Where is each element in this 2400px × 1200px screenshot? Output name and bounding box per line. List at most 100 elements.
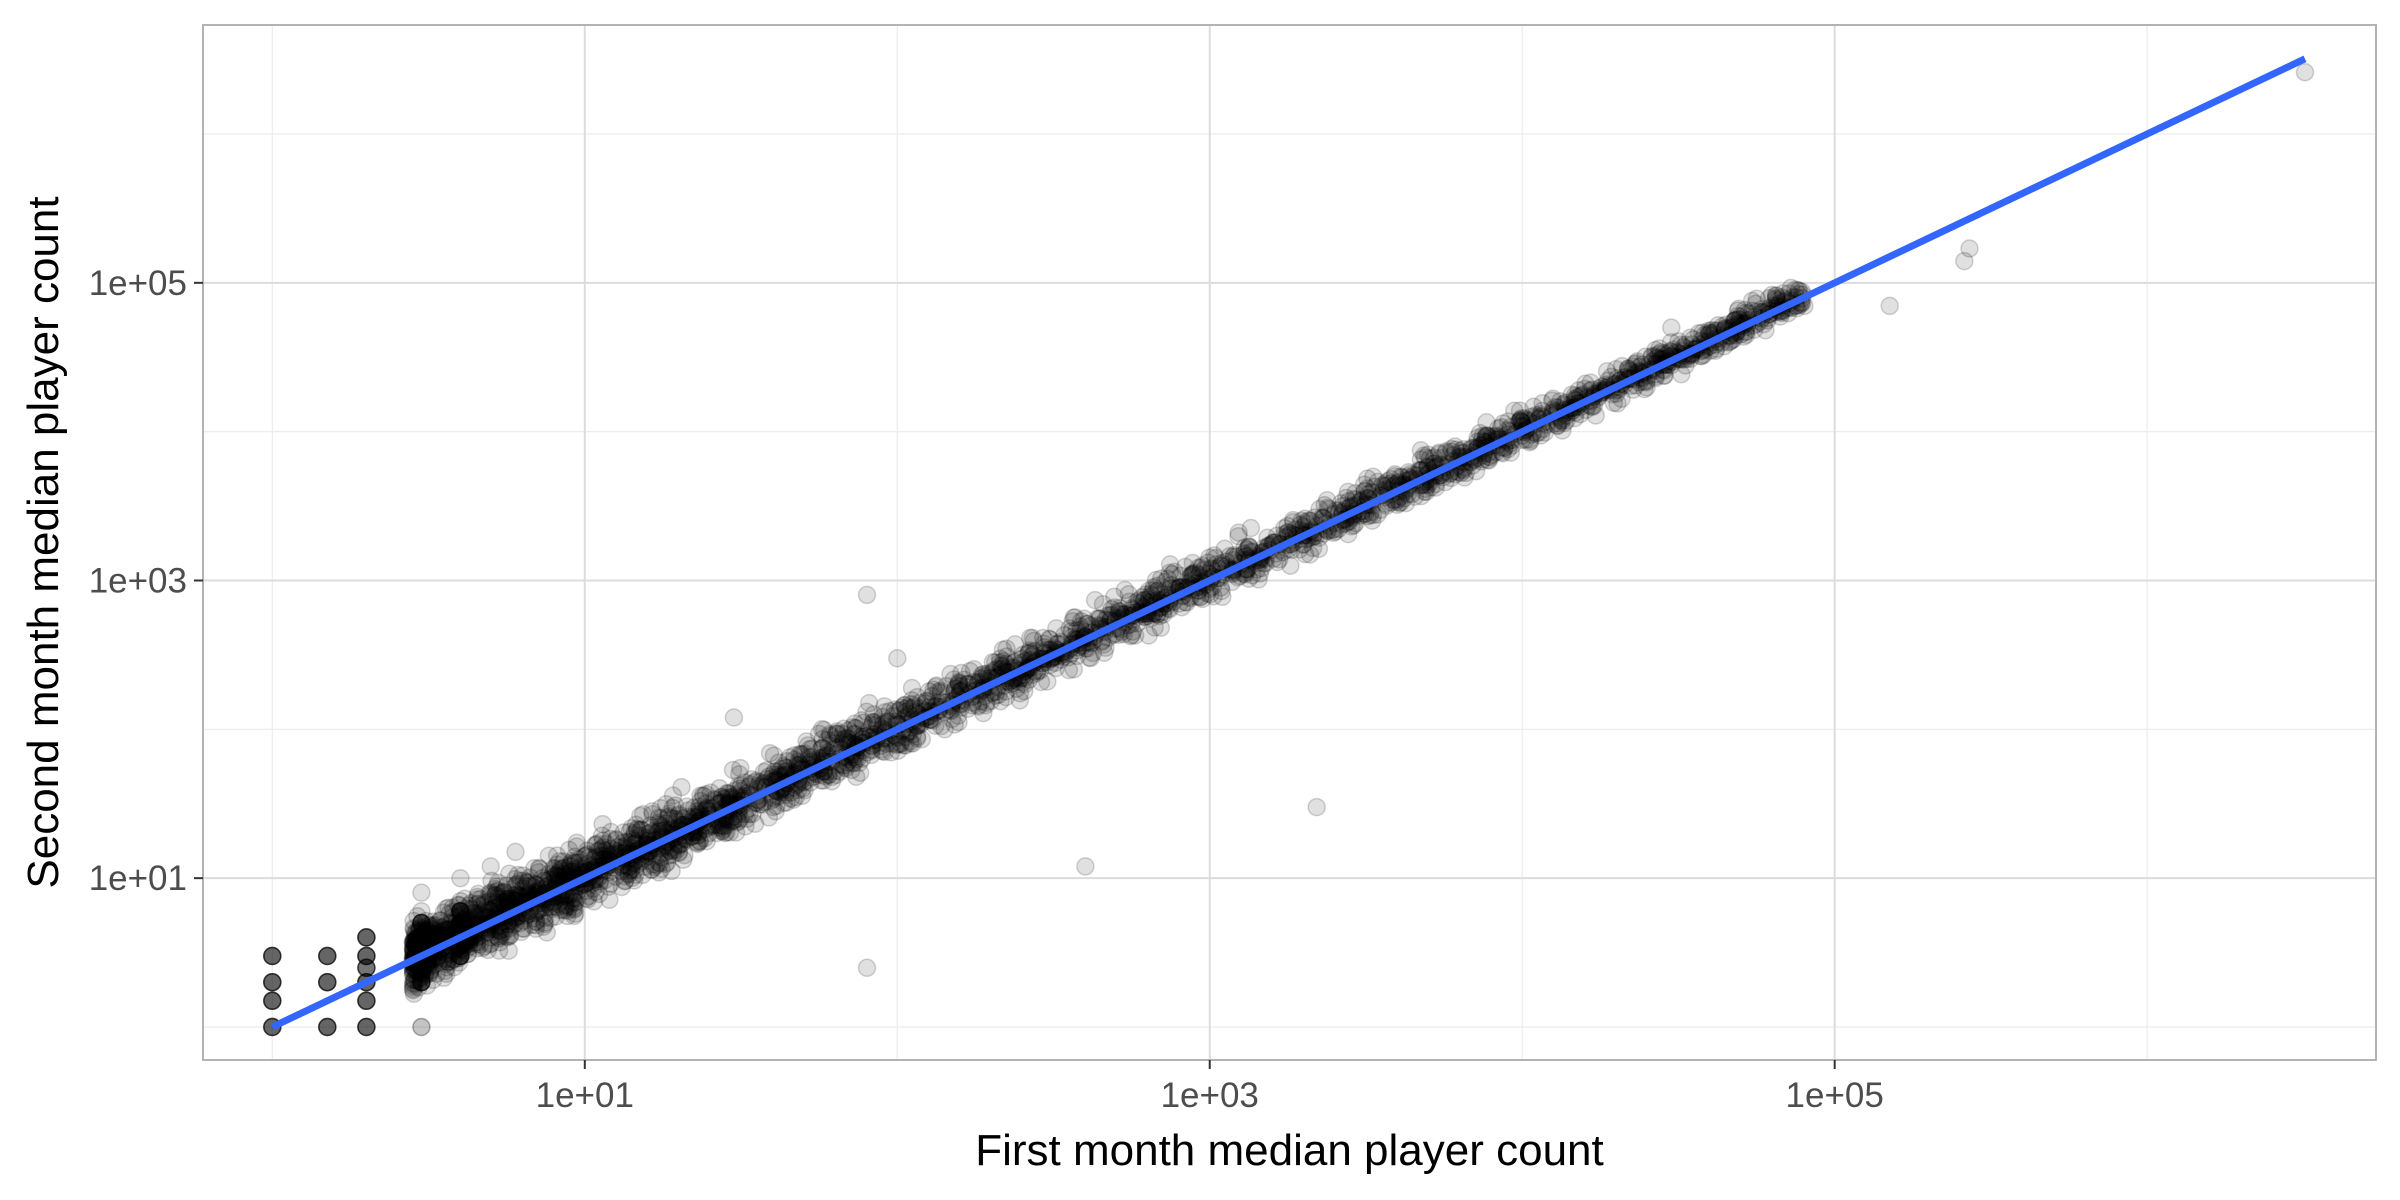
data-point (904, 698, 924, 717)
data-point (846, 767, 866, 787)
data-point (724, 708, 744, 727)
data-point (1373, 476, 1392, 495)
data-point (800, 739, 819, 759)
data-point (527, 875, 546, 895)
data-point (474, 900, 494, 920)
data-point (927, 676, 946, 695)
data-point (405, 935, 425, 954)
data-point (551, 859, 571, 878)
data-point (439, 898, 458, 917)
data-point (576, 889, 596, 908)
data-point (741, 774, 760, 794)
data-point (667, 810, 686, 829)
data-point (1125, 626, 1145, 645)
data-point (891, 734, 911, 754)
data-point (1520, 432, 1539, 452)
data-point (557, 861, 576, 881)
data-point (409, 962, 429, 982)
data-point (357, 991, 376, 1011)
data-point (519, 883, 538, 902)
data-point (1759, 289, 1779, 308)
data-point (735, 773, 755, 792)
data-point (620, 822, 639, 842)
data-point (451, 913, 470, 933)
data-point (1094, 635, 1113, 654)
data-point (506, 875, 525, 895)
data-point (929, 682, 948, 701)
data-point (526, 915, 546, 935)
data-point (518, 874, 537, 893)
data-point (539, 846, 559, 866)
data-point (1024, 631, 1044, 651)
data-point (895, 695, 915, 715)
data-point (690, 831, 709, 850)
data-point (541, 908, 561, 928)
data-point (1642, 346, 1662, 366)
data-point (631, 806, 650, 826)
data-point (873, 707, 892, 727)
data-point (490, 921, 510, 941)
data-point (546, 907, 566, 926)
data-point (1661, 333, 1681, 352)
data-point (577, 854, 597, 874)
data-point (577, 881, 596, 901)
data-point (724, 781, 744, 801)
data-point (737, 809, 757, 829)
data-point (1019, 643, 1039, 662)
data-point (798, 736, 818, 755)
data-point (612, 877, 632, 897)
data-point (469, 884, 488, 904)
data-point (728, 813, 747, 832)
data-point (263, 946, 282, 966)
data-point (529, 858, 549, 878)
data-point (1637, 378, 1656, 397)
data-point (441, 920, 461, 939)
data-point (405, 923, 425, 942)
data-point (500, 925, 520, 945)
data-point (1275, 518, 1294, 538)
data-point (719, 783, 738, 803)
data-point (549, 863, 569, 883)
data-point (907, 729, 927, 748)
data-point (764, 746, 784, 765)
data-point (857, 585, 877, 605)
data-point (1185, 563, 1205, 583)
data-point (785, 746, 804, 765)
data-point (497, 876, 517, 895)
data-point (1418, 445, 1438, 464)
data-point (863, 713, 882, 732)
data-point (659, 846, 678, 865)
data-point (592, 839, 612, 858)
data-point (1662, 318, 1681, 337)
data-point (887, 735, 906, 755)
data-point (1296, 512, 1316, 531)
data-point (357, 1017, 376, 1037)
data-point (1766, 286, 1786, 305)
data-point (1575, 379, 1595, 399)
data-point (423, 928, 442, 948)
data-point (1728, 306, 1747, 326)
data-point (719, 785, 739, 804)
data-point (494, 882, 513, 902)
data-point (827, 722, 847, 741)
data-point (621, 859, 641, 879)
data-point (492, 924, 511, 944)
data-point (888, 649, 907, 668)
data-point (594, 846, 614, 866)
data-point (819, 736, 839, 756)
data-point (1429, 444, 1449, 464)
data-point (1098, 606, 1118, 625)
data-point (1424, 448, 1444, 468)
data-point (558, 906, 577, 926)
data-point (547, 864, 567, 883)
data-point (1645, 346, 1665, 366)
data-point (1498, 412, 1518, 431)
data-point (983, 652, 1003, 672)
data-point (1215, 539, 1235, 558)
data-point (481, 885, 501, 904)
data-point (673, 809, 693, 828)
data-point (1625, 355, 1644, 374)
data-point (404, 920, 424, 939)
data-point (774, 756, 793, 776)
data-point (1094, 643, 1114, 662)
